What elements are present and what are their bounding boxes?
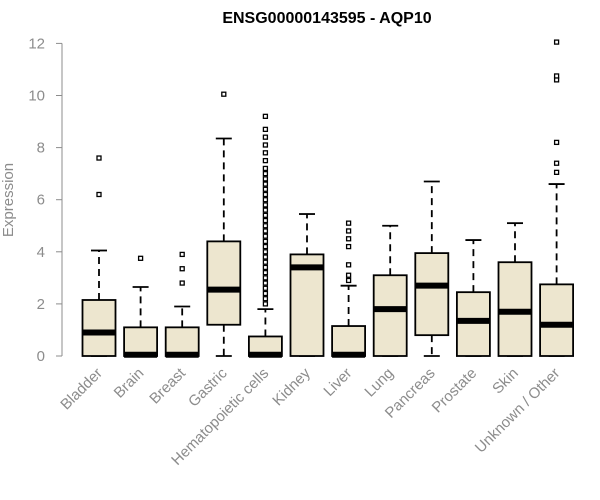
outlier-point — [262, 285, 269, 291]
box-rect — [539, 283, 574, 357]
box-group — [331, 220, 367, 358]
box-group — [539, 39, 574, 357]
y-tick-label: 4 — [37, 244, 45, 261]
outlier-point — [553, 169, 560, 175]
y-axis-label: Expression — [0, 163, 17, 237]
outlier-point — [553, 139, 560, 146]
outlier-point — [262, 243, 269, 250]
outlier-point — [262, 254, 269, 260]
outlier-point — [262, 176, 269, 182]
box-rect — [81, 299, 117, 357]
outlier-point — [262, 165, 269, 172]
outlier-point — [262, 280, 269, 286]
outlier-point — [262, 142, 269, 148]
outlier-point — [262, 228, 269, 234]
outlier-point — [345, 262, 352, 268]
y-tick-label: 10 — [28, 88, 45, 105]
outlier-point — [179, 266, 185, 272]
x-tick-label: Lung — [361, 365, 397, 401]
outlier-point — [262, 296, 269, 302]
outlier-point — [137, 255, 144, 261]
x-tick-label: Bladder — [57, 365, 106, 414]
outlier-point — [262, 186, 269, 192]
outlier-point — [262, 269, 269, 276]
box-rect — [331, 325, 367, 357]
outlier-point — [553, 39, 560, 45]
y-tick-label: 12 — [28, 35, 45, 52]
outlier-point — [221, 91, 227, 97]
outlier-point — [345, 243, 352, 250]
outlier-point — [262, 301, 269, 307]
outlier-point — [262, 191, 269, 198]
y-axis: 0 2 4 6 8 10 12 — [28, 35, 63, 365]
box-group — [206, 91, 242, 357]
outlier-point — [262, 233, 269, 239]
outlier-point — [262, 134, 269, 140]
outlier-point — [262, 264, 269, 271]
outlier-point — [262, 202, 269, 208]
outlier-point — [262, 238, 269, 245]
outlier-point — [262, 217, 269, 224]
box-rect — [455, 291, 491, 357]
box-group — [164, 251, 200, 358]
box-group — [123, 255, 158, 358]
x-tick-label: Brain — [111, 365, 148, 402]
box-group — [497, 222, 533, 357]
y-tick-label: 6 — [37, 192, 45, 209]
box-group — [81, 155, 117, 357]
x-tick-label: Prostate — [429, 365, 481, 417]
outlier-point — [345, 220, 352, 226]
box-rect — [414, 252, 450, 337]
outlier-point — [262, 157, 269, 164]
box-group — [414, 180, 450, 357]
box-rect — [372, 274, 408, 357]
outlier-point — [262, 212, 269, 218]
outlier-point — [262, 181, 269, 187]
outlier-point — [262, 290, 269, 297]
outlier-point — [262, 150, 269, 156]
outlier-point — [262, 197, 269, 203]
outlier-point — [179, 251, 185, 258]
outlier-point — [345, 236, 352, 242]
outlier-point — [345, 277, 352, 284]
outlier-point — [96, 191, 102, 198]
x-tick-label: Breast — [146, 364, 189, 407]
outlier-point — [262, 259, 269, 265]
outlier-point — [262, 207, 269, 213]
outlier-point — [96, 155, 102, 161]
outlier-point — [345, 228, 352, 234]
y-tick-label: 2 — [37, 296, 45, 313]
boxes-layer — [81, 39, 574, 358]
box-group — [455, 239, 491, 357]
y-tick-label: 8 — [37, 140, 45, 157]
x-tick-label: Skin — [489, 365, 522, 398]
outlier-point — [262, 126, 269, 133]
box-rect — [289, 253, 325, 357]
outlier-point — [179, 280, 185, 286]
x-tick-label: Kidney — [269, 364, 314, 409]
chart-title: ENSG00000143595 - AQP10 — [222, 10, 431, 27]
outlier-point — [553, 160, 560, 166]
box-rect — [206, 240, 242, 326]
outlier-point — [262, 249, 269, 255]
outlier-point — [345, 272, 352, 278]
outlier-point — [262, 113, 269, 119]
outlier-point — [262, 275, 269, 281]
box-group — [247, 113, 283, 358]
x-tick-label: Liver — [320, 365, 355, 400]
outlier-point — [262, 223, 269, 229]
y-tick-label: 0 — [37, 348, 45, 365]
outlier-point — [262, 170, 269, 177]
box-group — [289, 213, 325, 357]
outlier-point — [553, 73, 560, 79]
box-group — [372, 224, 408, 357]
